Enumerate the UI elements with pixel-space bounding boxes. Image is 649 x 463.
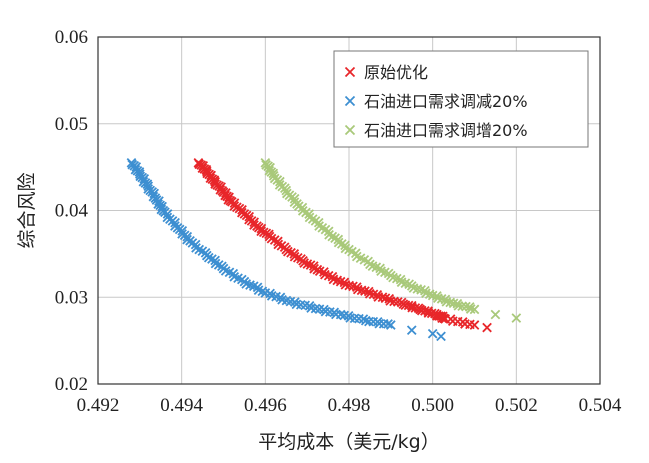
y-tick-label: 0.05 xyxy=(55,114,88,135)
legend-marker xyxy=(344,95,356,107)
legend: 原始优化 石油进口需求调减20% 石油进口需求调增20% xyxy=(333,50,589,148)
data-point xyxy=(440,294,451,305)
data-point xyxy=(392,297,403,307)
data-point xyxy=(170,217,180,228)
data-point xyxy=(383,319,393,329)
x-axis-label: 平均成本（美元/kg） xyxy=(258,431,439,453)
legend-marker xyxy=(344,124,356,136)
data-point xyxy=(275,176,285,187)
legend-marker-original xyxy=(344,66,356,78)
data-point xyxy=(445,297,456,308)
data-point xyxy=(420,285,430,296)
x-tick-label: 0.494 xyxy=(160,395,203,416)
data-point xyxy=(236,207,247,218)
data-point xyxy=(162,209,173,219)
data-point xyxy=(258,227,269,238)
data-point xyxy=(364,288,375,299)
x-tick-label: 0.492 xyxy=(77,395,120,416)
data-point xyxy=(469,320,480,330)
data-point xyxy=(427,328,438,339)
legend-label-increase: 石油进口需求调增20% xyxy=(364,121,528,140)
data-point xyxy=(436,331,446,342)
data-point xyxy=(448,298,459,309)
data-point xyxy=(182,234,192,245)
data-point xyxy=(482,322,492,333)
data-point xyxy=(283,246,293,257)
data-point xyxy=(360,286,370,296)
x-tick-label: 0.496 xyxy=(244,395,287,416)
y-tick-label: 0.02 xyxy=(55,374,88,395)
plot-frame xyxy=(97,36,601,385)
y-tick-label: 0.03 xyxy=(55,287,88,308)
legend-label-decrease: 石油进口需求调减20% xyxy=(364,92,528,111)
legend-marker xyxy=(344,66,356,78)
data-point xyxy=(356,285,367,296)
x-tick-label: 0.498 xyxy=(328,395,371,416)
data-point xyxy=(490,309,501,320)
legend-label-original: 原始优化 xyxy=(364,63,428,82)
x-tick-labels: 0.492 0.494 0.496 0.498 0.500 0.502 0.504 xyxy=(77,395,622,416)
legend-marker-decrease xyxy=(344,95,356,107)
legend-marker-increase xyxy=(344,124,356,136)
x-tick-label: 0.500 xyxy=(411,395,454,416)
legend-item-original: 原始优化 xyxy=(344,63,428,82)
legend-item-increase: 石油进口需求调增20% xyxy=(344,121,528,140)
data-point xyxy=(289,251,300,262)
y-axis-label: 综合风险 xyxy=(16,172,38,248)
data-point xyxy=(461,301,471,312)
y-tick-labels: 0.02 0.03 0.04 0.05 0.06 xyxy=(55,27,89,395)
x-tick-label: 0.504 xyxy=(579,395,622,416)
data-point xyxy=(351,282,362,292)
data-point xyxy=(380,293,391,304)
data-point xyxy=(339,277,350,288)
data-point xyxy=(289,193,300,204)
data-point xyxy=(437,313,447,324)
data-point xyxy=(406,325,417,336)
data-point xyxy=(385,320,396,330)
legend-box xyxy=(333,50,589,148)
data-point xyxy=(256,226,266,237)
data-point xyxy=(368,289,379,300)
data-point xyxy=(309,263,319,274)
y-tick-label: 0.04 xyxy=(55,201,89,222)
data-point xyxy=(385,296,396,306)
data-points xyxy=(126,157,522,342)
data-point xyxy=(465,304,476,314)
data-point xyxy=(432,291,442,301)
data-point xyxy=(469,304,480,315)
data-point xyxy=(511,313,522,323)
y-tick-label: 0.06 xyxy=(55,27,88,48)
x-tick-label: 0.502 xyxy=(495,395,538,416)
data-point xyxy=(389,296,399,307)
legend-item-decrease: 石油进口需求调减20% xyxy=(344,92,528,111)
data-point xyxy=(229,201,240,211)
data-point xyxy=(360,315,371,326)
